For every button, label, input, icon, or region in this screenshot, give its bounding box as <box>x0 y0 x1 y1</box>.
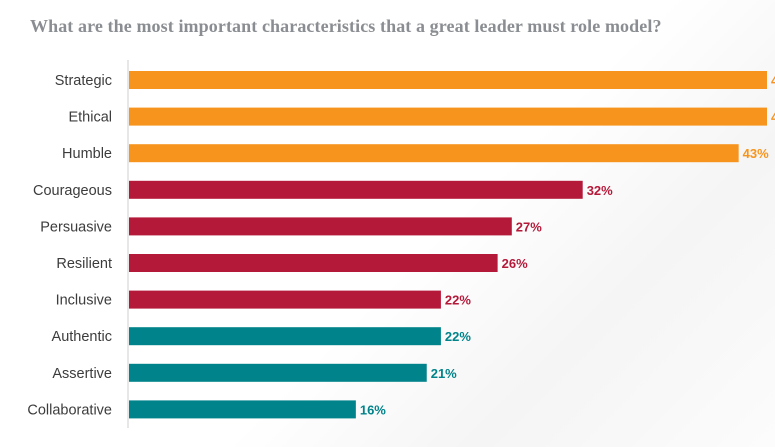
category-label: Courageous <box>33 183 112 199</box>
value-label: 16% <box>360 402 386 417</box>
value-label: 26% <box>502 256 528 271</box>
category-label: Humble <box>62 146 112 162</box>
bar <box>129 363 427 382</box>
category-label: Ethical <box>68 110 112 126</box>
category-label: Inclusive <box>56 293 112 309</box>
bar <box>129 327 441 346</box>
value-label: 22% <box>445 293 471 308</box>
category-label: Persuasive <box>40 219 112 235</box>
bar <box>129 144 739 163</box>
category-label: Resilient <box>56 256 112 272</box>
bar <box>129 180 583 199</box>
bar <box>129 290 441 309</box>
value-label: 45% <box>771 73 775 88</box>
value-label: 27% <box>516 219 542 234</box>
category-label: Assertive <box>52 366 112 382</box>
chart-title: What are the most important characterist… <box>30 16 662 36</box>
category-label: Collaborative <box>27 402 112 418</box>
bar <box>129 254 498 272</box>
bar <box>129 400 356 419</box>
value-label: 45% <box>771 110 775 125</box>
bar <box>129 217 512 236</box>
category-label: Authentic <box>52 329 112 345</box>
bar <box>129 107 767 126</box>
bar <box>129 71 767 89</box>
category-label: Strategic <box>55 73 112 89</box>
value-label: 32% <box>587 183 613 198</box>
value-label: 21% <box>431 366 457 381</box>
value-label: 22% <box>445 329 471 344</box>
value-label: 43% <box>743 146 769 161</box>
